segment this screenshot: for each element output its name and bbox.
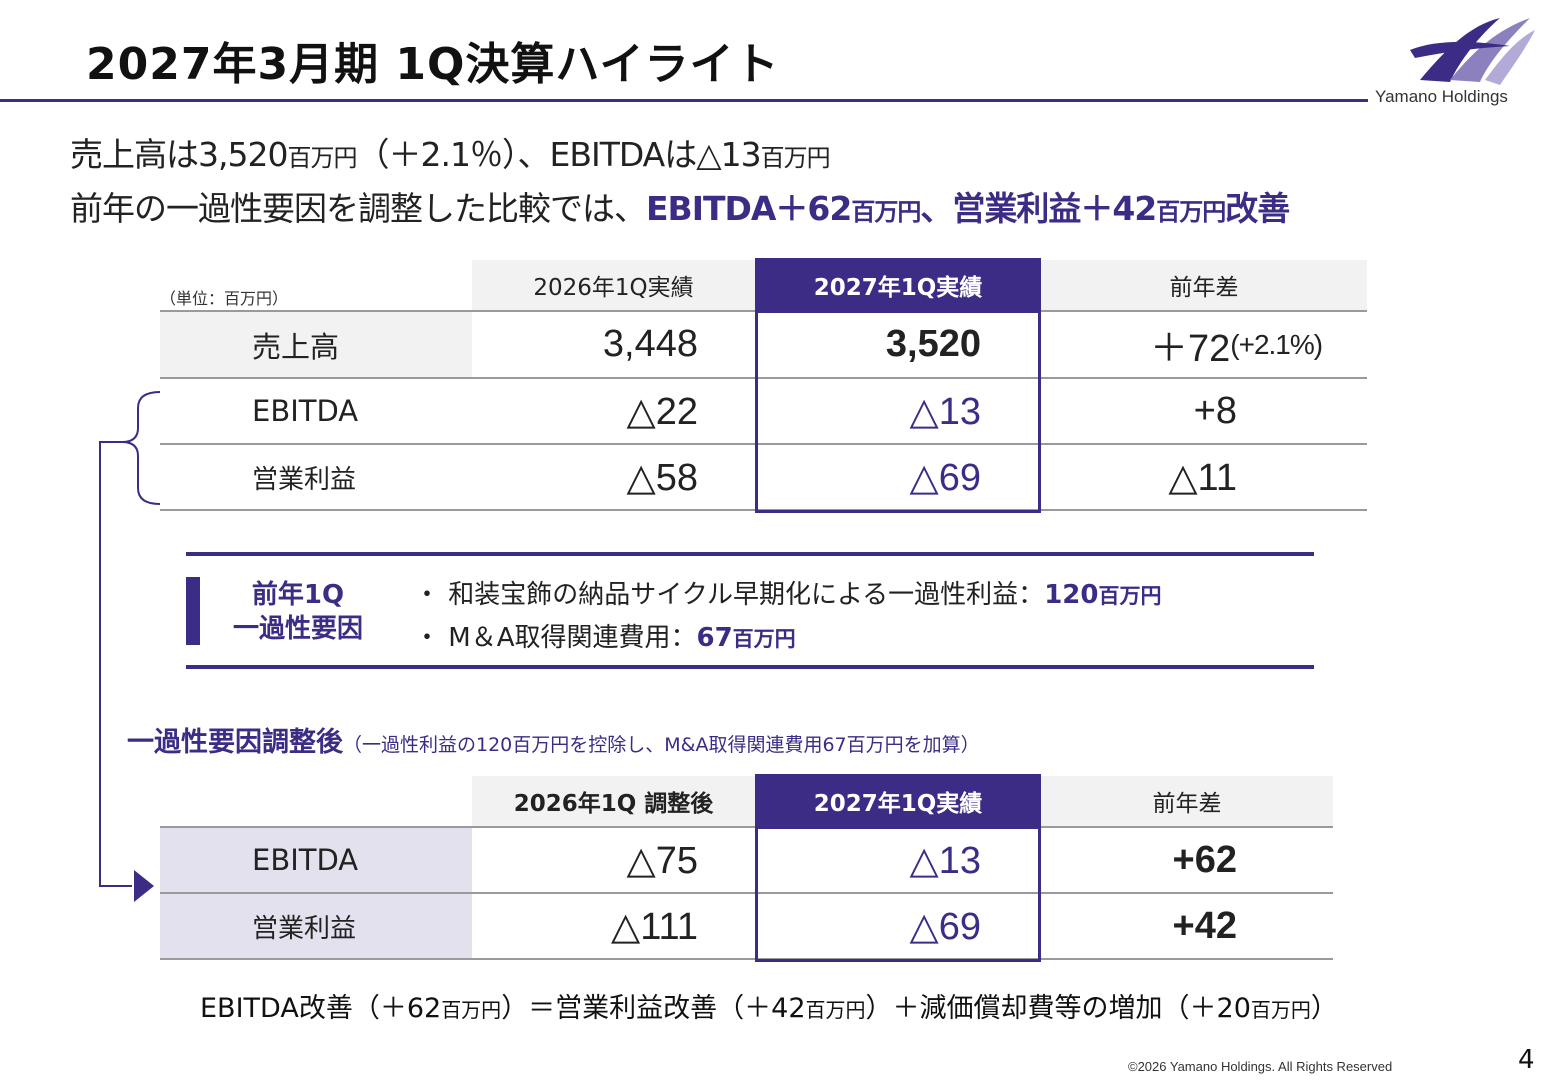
summary-highlight: 、営業利益＋42 [920,189,1157,228]
factor-box-accent-bar [186,577,200,645]
adj-operating-curr-value: △69 [909,905,982,948]
row-label-operating-income: 営業利益 [252,464,357,495]
summary-text: （＋2.1％）、EBITDAは△13 [356,135,761,174]
table1-header-curr: 2027年1Q実績 [755,258,1041,312]
summary-unit: 百万円 [287,144,357,172]
operating-curr-value: △69 [909,456,982,499]
summary-unit: 百万円 [1156,198,1226,226]
adj-row-label-ebitda: EBITDA [160,828,472,892]
formula-unit: 百万円 [441,998,502,1022]
summary-text: 売上高は3,520 [70,135,288,174]
sales-curr-value: 3,520 [885,323,981,365]
bullet-unit: 百万円 [1098,584,1162,608]
summary-text: 前年の一過性要因を調整した比較では、 [70,189,647,228]
adj-row-label-operating-income: 営業利益 [160,894,472,958]
factor-box-top-rule [186,552,1314,556]
formula-text: ）＋減価償却費等の増加（＋20 [865,993,1251,1024]
summary-line-2: 前年の一過性要因を調整した比較では、EBITDA＋62百万円、営業利益＋42百万… [70,182,1290,230]
factor-label-line1: 前年1Q [251,580,345,610]
factor-label-line2: 一過性要因 [232,614,363,644]
bullet-value: 67 [696,623,733,653]
formula-text: EBITDA改善（＋62 [200,993,442,1024]
table1-rule [160,377,1367,379]
table2-rule [160,958,1333,960]
ebitda-curr-value: △13 [909,390,982,433]
formula-text: ）＝営業利益改善（＋42 [501,993,806,1024]
page-title: 2027年3月期 1Q決算ハイライト [86,39,780,90]
row-label-sales: 売上高 [160,312,472,377]
adjusted-note: （一過性利益の120百万円を控除し、M&A取得関連費用67百万円を加算） [343,734,980,756]
row-label-ebitda: EBITDA [252,394,359,428]
table1-rule [160,443,1367,445]
ebitda-prev-value: △22 [626,390,699,433]
yamano-logo [1410,18,1535,85]
adj-operating-diff-value: +42 [1172,904,1237,947]
bullet-text: ・ M＆A取得関連費用： [414,623,697,653]
formula-unit: 百万円 [805,998,866,1022]
summary-unit: 百万円 [851,198,921,226]
adj-operating-prev-value: △111 [611,905,698,948]
sales-diff-pct: (+2.1%) [1230,328,1323,360]
table2-header-diff: 前年差 [1041,776,1333,826]
adj-ebitda-prev-value: △75 [626,839,699,882]
bullet-text: ・ 和装宝飾の納品サイクル早期化による一過性利益： [414,580,1045,610]
sales-prev-value: 3,448 [602,323,698,365]
bracket-arrow-connector [99,391,161,902]
table2-rule [160,826,1333,828]
formula-text: ） [1310,993,1338,1024]
title-divider [0,99,1368,102]
adj-ebitda-diff-value: +62 [1172,838,1237,881]
adjusted-heading-text: 一過性要因調整後 [127,727,343,758]
summary-unit: 百万円 [760,144,831,172]
summary-highlight: EBITDA＋62 [646,189,852,228]
formula-unit: 百万円 [1250,998,1311,1022]
page-number: 4 [1518,1045,1535,1075]
logo-text: Yamano Holdings [1375,87,1508,106]
sales-diff: ＋72 (+2.1%) [1150,312,1370,377]
table2-rule [160,892,1333,894]
factor-box-bottom-rule [186,665,1314,669]
table2-header-curr: 2027年1Q実績 [755,774,1041,828]
summary-line-1: 売上高は3,520百万円（＋2.1％）、EBITDAは△13百万円 [70,128,831,176]
adjusted-heading: 一過性要因調整後（一過性利益の120百万円を控除し、M&A取得関連費用67百万円… [127,720,980,759]
table2-header-prev: 2026年1Q 調整後 [472,776,755,826]
table1-header-diff: 前年差 [1041,260,1367,310]
operating-diff-value: △11 [1168,456,1237,499]
bullet-value: 120 [1044,580,1099,610]
factor-bullet-1: ・ 和装宝飾の納品サイクル早期化による一過性利益：120百万円 [414,574,1161,611]
table1-current-column-frame [755,310,1041,513]
formula-note: EBITDA改善（＋62百万円）＝営業利益改善（＋42百万円）＋減価償却費等の増… [200,986,1338,1025]
factor-bullet-2: ・ M＆A取得関連費用：67百万円 [414,617,796,654]
copyright: ©2026 Yamano Holdings. All Rights Reserv… [1128,1059,1393,1074]
sales-diff-value: ＋72 [1150,328,1231,370]
table1-header-prev: 2026年1Q実績 [472,260,755,310]
adj-ebitda-curr-value: △13 [909,839,982,882]
table2-current-column-frame [755,826,1041,962]
factor-label: 前年1Q 一過性要因 [218,578,378,646]
ebitda-diff-value: +8 [1193,389,1237,432]
summary-highlight: 改善 [1225,189,1290,228]
unit-note: （単位：百万円） [160,289,289,308]
operating-prev-value: △58 [626,456,699,499]
bullet-unit: 百万円 [732,627,796,651]
